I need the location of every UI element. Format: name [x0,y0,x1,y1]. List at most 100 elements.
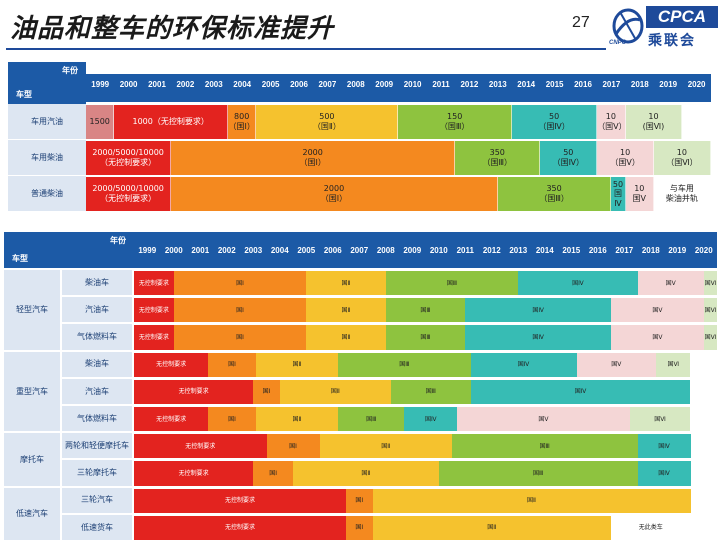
vehicle-corner-year: 年份 [110,236,126,245]
fuel-segment: 10 （国Ⅵ） [654,141,711,175]
vehicle-segment: 国Ⅱ [255,352,339,377]
vehicle-row-label: 三轮汽车 [62,487,132,514]
vehicle-year-label: 2017 [615,246,634,256]
vehicle-row-label: 气体燃料车 [62,324,132,351]
fuel-segment: 350 （国Ⅲ） [497,177,612,211]
vehicle-year-label: 2014 [535,246,554,256]
cpca-emblem-icon [612,8,644,44]
vehicle-segment: 无控制要求 [134,379,254,404]
vehicle-segment: 国Ⅳ [470,379,691,404]
fuel-segment: 150 （国Ⅲ） [398,105,512,139]
fuel-segment: 10 （国Ⅴ） [597,105,627,139]
vehicle-segment: 国Ⅳ [465,325,611,350]
fuel-year-label: 2004 [233,80,252,90]
vehicle-year-label: 1999 [138,246,157,256]
vehicle-segment: 国Ⅱ [293,461,439,486]
fuel-segment: 与车用 柴油并轨 [654,177,711,211]
vehicle-corner-type: 车型 [12,254,28,264]
vehicle-year-label: 2006 [323,246,342,256]
vehicle-segment: 无控制要求 [134,325,174,350]
vehicle-segment: 国Ⅵ [703,325,717,350]
vehicle-year-label: 2007 [350,246,369,256]
vehicle-group-label: 重型汽车 [4,351,60,432]
vehicle-segment: 国Ⅱ [279,379,392,404]
fuel-year-label: 2012 [460,80,479,90]
vehicle-segment: 国Ⅲ [438,461,638,486]
vehicle-segment: 国Ⅲ [385,298,466,323]
vehicle-year-label: 2002 [217,246,236,256]
fuel-segment: 800 （国Ⅰ） [228,105,257,139]
vehicle-year-label: 2004 [270,246,289,256]
fuel-segment: 2000 （国Ⅰ） [171,141,456,175]
fuel-segment: 10 (国Ⅵ) [625,105,683,139]
vehicle-segment: 国Ⅰ [266,434,320,459]
vehicle-segment: 国Ⅵ [656,352,691,377]
vehicle-segment: 无控制要求 [134,298,174,323]
fuel-year-label: 2005 [261,80,280,90]
vehicle-year-label: 2008 [376,246,395,256]
vehicle-segment: 国Ⅱ [319,434,452,459]
fuel-segment: 10 国Ⅴ [625,177,654,211]
fuel-corner-cell [8,62,86,104]
vehicle-year-label: 2019 [668,246,687,256]
vehicle-segment: 国Ⅴ [457,407,630,432]
fuel-segment: 2000 （国Ⅰ） [171,177,498,211]
fuel-segment: 350 （国Ⅲ） [455,141,541,175]
vehicle-row-label: 两轮和轻便摩托车 [62,433,132,460]
logo-name: CPCA [646,6,718,28]
fuel-segment: 1000（无控制要求） [114,105,228,139]
fuel-year-label: 2014 [517,80,536,90]
vehicle-segment: 国Ⅵ [629,407,691,432]
vehicle-segment: 国Ⅰ [208,352,256,377]
vehicle-segment: 国Ⅲ [385,271,519,296]
fuel-segment: 2000/5000/10000 （无控制要求） [86,177,172,211]
vehicle-segment: 国Ⅱ [306,298,386,323]
vehicle-segment: 国Ⅵ [703,298,717,323]
fuel-segment: 2000/5000/10000 （无控制要求） [86,141,172,175]
vehicle-segment: 国Ⅳ [637,461,691,486]
vehicle-segment: 国Ⅰ [253,379,280,404]
vehicle-row-label: 柴油车 [62,270,132,297]
vehicle-year-label: 2015 [562,246,581,256]
fuel-year-label: 2016 [574,80,592,90]
vehicle-segment: 国Ⅲ [338,407,405,432]
vehicle-segment: 国Ⅴ [611,325,704,350]
vehicle-year-label: 2011 [456,246,474,256]
vehicle-segment: 国Ⅴ [637,271,704,296]
vehicle-year-label: 2000 [164,246,183,256]
fuel-year-label: 1999 [91,80,110,90]
vehicle-header-bar [4,232,717,268]
fuel-year-label: 2013 [488,80,507,90]
vehicle-row-label: 柴油车 [62,351,132,378]
page-number: 27 [572,14,590,31]
vehicle-segment: 国Ⅵ [703,271,717,296]
vehicle-segment: 国Ⅱ [255,407,339,432]
fuel-year-label: 2019 [659,80,678,90]
vehicle-segment: 无此类车 [611,515,691,540]
vehicle-group-label: 轻型汽车 [4,270,60,350]
fuel-row-label: 车用柴油 [8,140,86,176]
fuel-segment: 1500 [86,105,115,139]
fuel-corner-year: 年份 [62,66,78,75]
fuel-year-label: 2017 [602,80,621,90]
fuel-year-label: 2011 [432,80,450,90]
vehicle-group-label: 摩托车 [4,433,60,486]
vehicle-segment: 国Ⅳ [404,407,458,432]
vehicle-year-label: 2012 [482,246,501,256]
vehicle-segment: 国Ⅲ [338,352,471,377]
vehicle-segment: 国Ⅳ [637,434,691,459]
fuel-year-label: 2009 [375,80,394,90]
fuel-year-label: 2007 [318,80,337,90]
vehicle-segment: 国Ⅲ [452,434,638,459]
vehicle-group-label: 低速汽车 [4,487,60,540]
vehicle-segment: 无控制要求 [134,407,209,432]
vehicle-row-label: 三轮摩托车 [62,460,132,487]
fuel-segment: 500 （国Ⅱ） [256,105,399,139]
vehicle-segment: 国Ⅳ [518,271,638,296]
fuel-year-label: 2003 [204,80,223,90]
vehicle-segment: 无控制要求 [134,515,346,540]
vehicle-segment: 无控制要求 [134,488,346,513]
fuel-year-label: 2020 [687,80,706,90]
vehicle-year-label: 2020 [694,246,713,256]
vehicle-segment: 国Ⅰ [253,461,293,486]
